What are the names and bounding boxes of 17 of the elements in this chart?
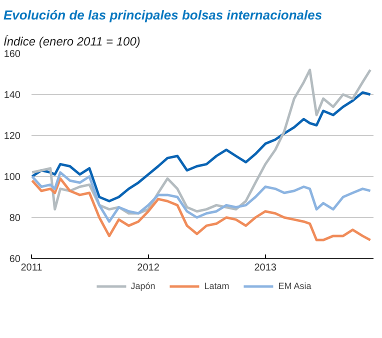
legend-label: EM Asia <box>278 281 312 291</box>
chart-title: Evolución de las principales bolsas internacionales <box>4 8 322 22</box>
y-tick-label: 160 <box>4 49 21 60</box>
y-tick-label: 120 <box>4 131 21 142</box>
x-tick-label: 2013 <box>254 262 277 274</box>
x-tick-label: 2011 <box>20 262 43 274</box>
y-tick-label: 140 <box>4 90 21 101</box>
x-tick-label: 2012 <box>137 262 160 274</box>
legend-label: Latam <box>204 281 230 291</box>
y-tick-label: 60 <box>9 254 21 265</box>
y-tick-label: 100 <box>4 172 21 183</box>
y-tick-label: 80 <box>9 213 21 224</box>
line-series <box>32 171 372 223</box>
line-series <box>32 91 372 202</box>
chart-subtitle: Índice (enero 2011 = 100) <box>4 34 140 48</box>
legend-label: Japón <box>130 281 156 291</box>
line-series <box>32 177 372 242</box>
